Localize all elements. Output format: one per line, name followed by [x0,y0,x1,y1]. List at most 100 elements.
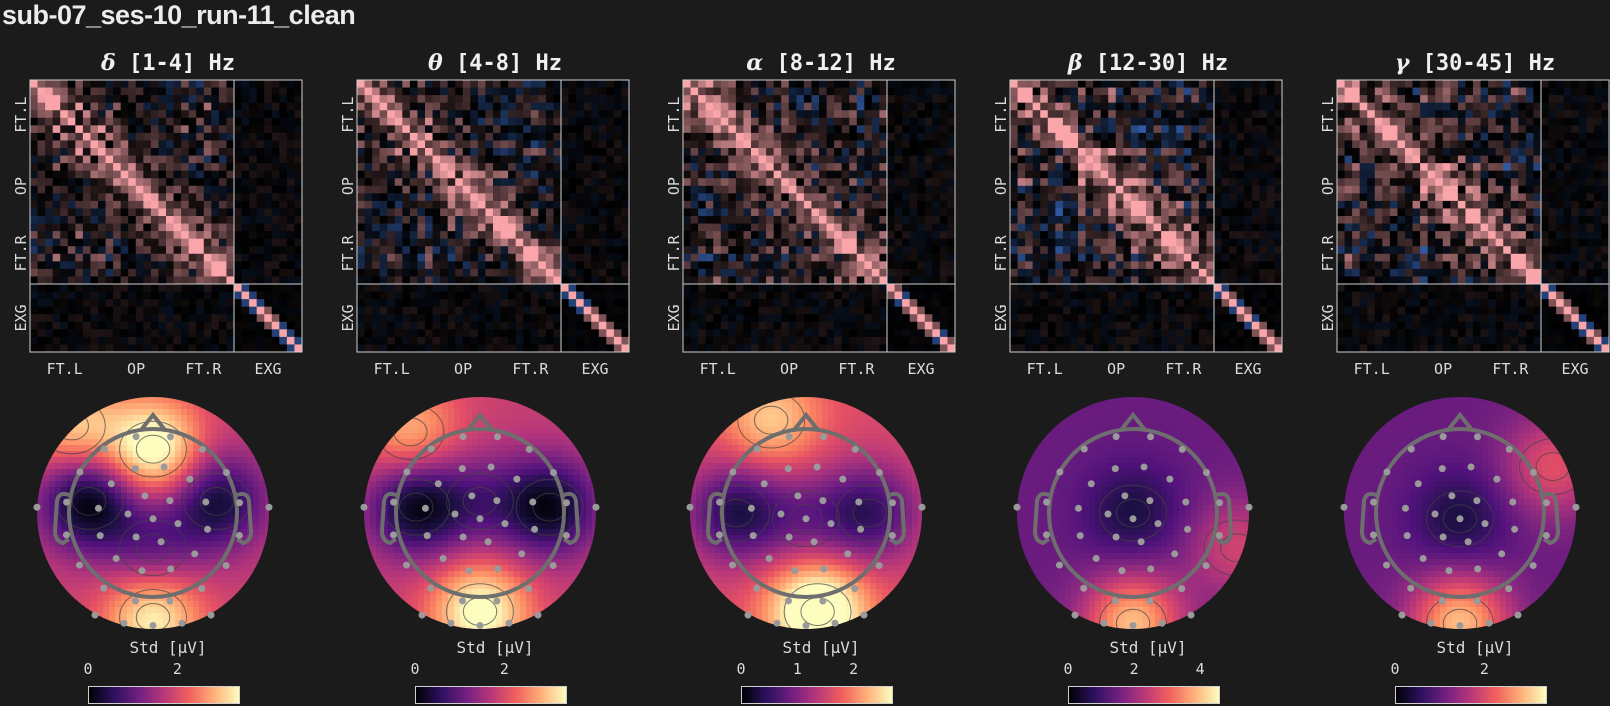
matrix-cell [82,314,91,323]
matrix-cell [402,155,411,164]
matrix-cell [90,276,99,285]
matrix-cell [598,110,607,119]
matrix-cell [113,208,122,217]
topomap-cell [568,529,575,536]
topomap-cell [472,433,479,440]
matrix-cell [135,110,144,119]
topomap-cell [127,469,134,476]
matrix-cell [120,170,129,179]
matrix-cell [530,80,539,88]
matrix-cell [379,178,388,187]
matrix-y-tick-label: FT.R [12,234,30,271]
topomap-cell [448,493,455,500]
topomap-cell [370,535,377,542]
topomap-cell [466,523,473,530]
matrix-cell [226,299,235,308]
matrix-cell [45,178,54,187]
matrix-cell [249,329,258,338]
topomap-cell [127,409,134,416]
topomap-cell [484,409,491,416]
topomap-cell [151,397,158,404]
topomap-cell [139,535,146,542]
topomap-cell [145,403,152,410]
matrix-cell [143,321,152,330]
topomap-cell [526,547,533,554]
matrix-cell [462,155,471,164]
topomap-cell [181,475,188,482]
topomap-cell [496,571,503,578]
topomap-cell [376,541,383,548]
topomap-cell [79,523,86,530]
matrix-cell [515,200,524,209]
topomap-cell [562,553,569,560]
topomap-cell [460,493,467,500]
matrix-cell [621,148,630,156]
topomap-cell [520,403,527,410]
topomap-cell [466,433,473,440]
topomap-cell [556,469,563,476]
matrix-cell [485,291,494,300]
matrix-cell [256,306,265,315]
matrix-cell [379,284,388,292]
topomap-cell [460,523,467,530]
topomap-cell [163,565,170,572]
topomap-cell [157,499,164,506]
matrix-cell [379,200,388,209]
matrix-cell [432,261,441,270]
topomap-cell [109,523,116,530]
topomap-cell [103,457,110,464]
matrix-cell [166,314,174,323]
topomap-cell [193,517,200,524]
topomap-cell [121,463,128,470]
topomap-cell [259,541,266,548]
topomap-cell [235,541,242,548]
matrix-cell [256,208,265,217]
matrix-cell [606,193,615,202]
sensor-dot [166,497,174,505]
topomap-cell [157,613,164,620]
matrix-cell [462,306,471,315]
matrix-cell [508,132,517,141]
matrix-cell [98,314,106,323]
topomap-cell [364,499,371,506]
matrix-cell [417,102,426,111]
matrix-cell [591,291,600,300]
topomap-cell [97,409,104,416]
matrix-cell [364,185,373,194]
matrix-cell [98,155,106,164]
matrix-cell [515,253,524,262]
topomap-cell [235,583,242,590]
topomap-cell [472,397,479,404]
topomap-cell [67,577,74,584]
topomap-cell [187,607,194,614]
topomap-cell [211,493,218,500]
topomap-cell [43,487,50,494]
matrix-cell [553,193,562,202]
matrix-cell [613,261,622,270]
matrix-cell [30,193,38,202]
matrix-cell [203,246,212,255]
topomap-cell [175,547,182,554]
topomap-cell [526,439,533,446]
topomap-cell [508,397,515,404]
matrix-cell [417,216,426,224]
topomap-cell [241,523,248,530]
matrix-cell [591,193,600,202]
matrix-cell [67,314,76,323]
topomap-cell [424,475,431,482]
topomap-cell [514,553,521,560]
topomap-cell [247,469,254,476]
matrix-cell [508,178,517,187]
matrix-cell [425,148,433,156]
matrix-cell [394,231,403,240]
topomap-cell [430,559,437,566]
matrix-cell [173,231,182,240]
topomap-cell [514,505,521,512]
matrix-cell [470,163,479,172]
topomap-cell [121,601,128,608]
topomap-cell [556,517,563,524]
matrix-cell [515,140,524,149]
topomap-cell [157,505,164,512]
matrix-cell [357,321,365,330]
matrix-cell [455,170,464,179]
